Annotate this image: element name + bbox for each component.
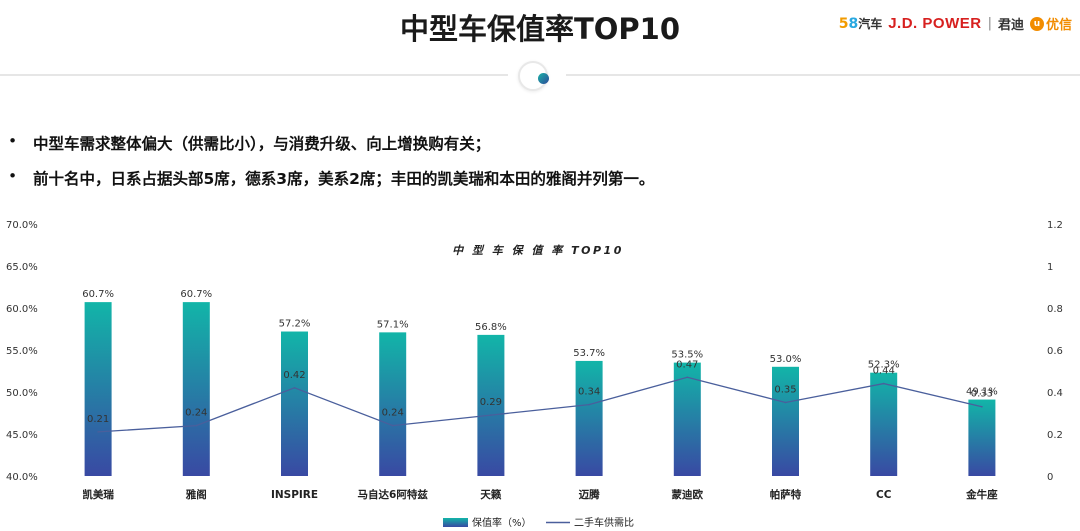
bullet-item: • 前十名中，日系占据头部5席，德系3席，美系2席；丰田的凯美瑞和本田的雅阁并列…: [8, 167, 654, 189]
bar-value-label: 57.2%: [279, 319, 311, 330]
divider-dot-icon: [538, 73, 549, 84]
bar-value-label: 49.1%: [966, 387, 998, 398]
category-label: 马自达6阿特兹: [358, 488, 429, 501]
right-axis-tick-label: 0.4: [1047, 388, 1063, 399]
logo-58-digit-8: 8: [848, 16, 859, 32]
bar: [84, 302, 112, 476]
bar-value-label: 60.7%: [82, 289, 114, 300]
divider-right: [566, 74, 1080, 76]
divider-left: [0, 74, 508, 76]
bar-value-label: 53.5%: [671, 350, 703, 361]
category-label: 雅阁: [186, 488, 207, 501]
bar: [968, 399, 996, 476]
right-axis: 0 0.2 0.4 0.6 0.8 1 1.2: [1047, 220, 1063, 483]
chart-title: 中 型 车 保 值 率 TOP10: [452, 244, 624, 257]
bullet-list: • 中型车需求整体偏大（供需比小），与消费升级、向上增换购有关； • 前十名中，…: [8, 132, 654, 202]
category-label: 帕萨特: [770, 488, 802, 501]
bar: [379, 332, 407, 476]
legend-bar-swatch: [443, 518, 468, 527]
logo-58-text: 汽车: [858, 17, 883, 31]
line-series: 0.21 0.24 0.42 0.24 0.29 0.34 0.47 0.35 0.44 0.33: [87, 359, 993, 433]
left-axis-tick-label: 55.0%: [6, 346, 38, 357]
line-point: [391, 424, 394, 427]
line-value-label: 0.34: [578, 387, 600, 398]
line-value-label: 0.35: [774, 385, 796, 396]
category-label: CC: [876, 489, 892, 501]
right-axis-tick-label: 0.8: [1047, 304, 1063, 315]
bar: [673, 362, 701, 476]
logo-jundi: 君迪: [997, 18, 1024, 33]
legend-line-label: 二手车供需比: [574, 516, 634, 529]
right-axis-tick-label: 1.2: [1047, 220, 1063, 231]
bar-value-label: 52.3%: [868, 360, 900, 371]
bar: [772, 366, 799, 476]
chart-legend: 保值率（%） 二手车供需比: [443, 516, 634, 529]
line-value-label: 0.21: [87, 414, 109, 425]
line-value-label: 0.29: [480, 397, 502, 408]
line-point: [293, 387, 296, 389]
logo-separator: |: [987, 16, 992, 31]
bar-value-label: 53.0%: [770, 354, 802, 365]
bar: [281, 331, 308, 476]
logo-58-digit-5: 5: [838, 16, 849, 32]
line-value-label: 0.44: [873, 366, 895, 377]
bullet-text: 前十名中，日系占据头部5席，德系3席，美系2席；丰田的凯美瑞和本田的雅阁并列第一…: [33, 170, 655, 188]
line-value-label: 0.42: [283, 370, 305, 381]
category-label: 迈腾: [579, 488, 600, 501]
line-point: [97, 431, 99, 433]
left-axis: 40.0% 45.0% 50.0% 55.0% 60.0% 65.0% 70.0%: [6, 220, 38, 483]
line-value-label: 0.33: [971, 389, 993, 400]
line-point: [784, 401, 787, 404]
combo-chart: 中 型 车 保 值 率 TOP10 40.0% 45.0% 50.0% 55.0% 60…: [6, 220, 1063, 529]
left-axis-tick-label: 65.0%: [6, 262, 38, 273]
left-axis-tick-label: 45.0%: [6, 430, 38, 441]
category-label: 蒙迪欧: [672, 488, 704, 501]
line-path: [98, 376, 983, 433]
bar-value-label: 60.7%: [180, 289, 212, 300]
line-point: [686, 376, 689, 379]
bullet-dot-icon: •: [8, 132, 18, 150]
bar-value-label: 53.7%: [573, 348, 605, 359]
line-point: [882, 382, 885, 385]
bullet-text: 中型车需求整体偏大（供需比小），与消费升级、向上增换购有关；: [33, 135, 491, 153]
line-value-label: 0.47: [676, 359, 698, 370]
youxin-mark-icon: u: [1029, 16, 1044, 31]
category-axis: 凯美瑞 雅阁 INSPIRE 马自达6阿特兹 天籁 迈腾 蒙迪欧 帕萨特 CC 金牛座: [82, 488, 998, 501]
page-title: 中型车保值率TOP10: [399, 12, 681, 46]
right-axis-tick-label: 0.2: [1047, 430, 1063, 441]
left-axis-tick-label: 50.0%: [6, 388, 38, 399]
line-value-label: 0.24: [382, 408, 404, 419]
line-point: [981, 405, 983, 408]
bar: [182, 302, 210, 476]
bar-value-label: 56.8%: [475, 322, 507, 333]
legend-bar-label: 保值率（%）: [472, 516, 532, 529]
line-point: [490, 414, 492, 416]
line-value-label: 0.24: [185, 408, 207, 419]
logo-58-qiche: 58汽车: [839, 15, 883, 32]
bar-series: 60.7% 60.7% 57.2% 57.1% 56.8% 53.7% 53.5% 53.0%…: [82, 289, 998, 476]
bar: [477, 334, 505, 476]
bar-value-label: 57.1%: [377, 319, 409, 330]
category-label: INSPIRE: [271, 489, 318, 501]
right-axis-tick-label: 0: [1047, 472, 1053, 483]
category-label: 天籁: [480, 488, 501, 501]
left-axis-tick-label: 40.0%: [6, 472, 38, 483]
right-axis-tick-label: 1: [1047, 262, 1053, 273]
logo-youxin-text: 优信: [1045, 18, 1072, 33]
bullet-item: • 中型车需求整体偏大（供需比小），与消费升级、向上增换购有关；: [8, 132, 654, 154]
left-axis-tick-label: 60.0%: [6, 304, 38, 315]
line-point: [588, 403, 590, 406]
bar: [870, 372, 898, 476]
line-point: [195, 424, 198, 427]
category-label: 金牛座: [965, 488, 998, 501]
logo-jdpower: J.D. POWER: [888, 15, 982, 32]
right-axis-tick-label: 0.6: [1047, 346, 1063, 357]
brand-logos: 58汽车 J.D. POWER | 君迪 u 优信: [839, 14, 1072, 33]
bar: [575, 360, 603, 476]
logo-youxin: u 优信: [1029, 14, 1072, 33]
category-label: 凯美瑞: [82, 488, 114, 501]
bullet-dot-icon: •: [8, 167, 18, 185]
left-axis-tick-label: 70.0%: [6, 220, 38, 231]
